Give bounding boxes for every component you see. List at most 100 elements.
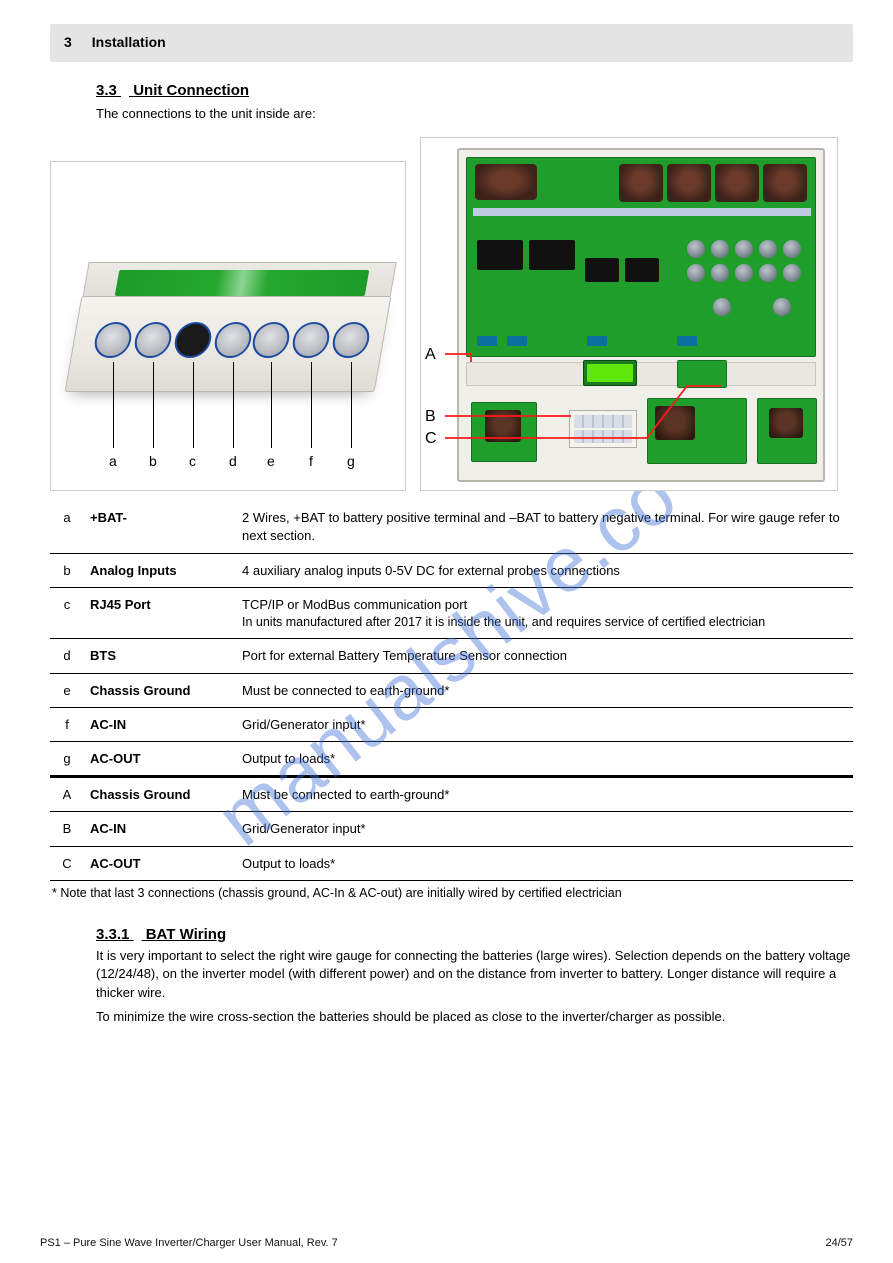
connections-table: a+BAT-2 Wires, +BAT to battery positive …: [50, 501, 853, 881]
label-c: c: [189, 452, 196, 472]
row-key: d: [50, 639, 84, 673]
row-name: Analog Inputs: [84, 553, 236, 587]
label-B: B: [425, 406, 436, 428]
transformer-icon: [475, 164, 537, 200]
capacitor-icon: [711, 240, 729, 258]
row-key: C: [50, 846, 84, 880]
row-desc: Must be connected to earth-ground*: [236, 673, 853, 707]
subsection-name: BAT Wiring: [146, 926, 226, 943]
capacitor-icon: [687, 264, 705, 282]
row-desc: TCP/IP or ModBus communication portIn un…: [236, 587, 853, 639]
terminal-strip: [569, 410, 637, 448]
lcd-module-icon: [583, 360, 637, 386]
subsection-num: 3.3.1: [96, 926, 129, 943]
label-A: A: [425, 344, 436, 366]
capacitor-icon: [783, 264, 801, 282]
table-row: BAC-INGrid/Generator input*: [50, 812, 853, 846]
toroid-icon: [485, 410, 521, 442]
bat-wiring-para-2: To minimize the wire cross-section the b…: [96, 1008, 853, 1026]
bat-wiring-para-1: It is very important to select the right…: [96, 947, 853, 1002]
label-C: C: [425, 428, 437, 450]
row-name: AC-OUT: [84, 742, 236, 776]
row-key: B: [50, 812, 84, 846]
table-row: a+BAT-2 Wires, +BAT to battery positive …: [50, 501, 853, 553]
chip-icon: [585, 258, 619, 282]
row-name: +BAT-: [84, 501, 236, 553]
row-desc: Grid/Generator input*: [236, 707, 853, 741]
footer-left: PS1 – Pure Sine Wave Inverter/Charger Us…: [40, 1236, 338, 1251]
row-key: f: [50, 707, 84, 741]
footer-right: 24/57: [825, 1236, 853, 1251]
row-sub: In units manufactured after 2017 it is i…: [242, 614, 847, 632]
table-row: CAC-OUTOutput to loads*: [50, 846, 853, 880]
page-header: 3 Installation: [50, 24, 853, 62]
label-d: d: [229, 452, 237, 472]
section-name: Unit Connection: [133, 82, 249, 99]
section-num: 3.3: [96, 82, 117, 99]
figures-row: a b c d e f g: [50, 137, 853, 491]
daughter-board-icon: [677, 360, 727, 388]
table-row: dBTSPort for external Battery Temperatur…: [50, 639, 853, 673]
row-key: A: [50, 777, 84, 812]
row-key: b: [50, 553, 84, 587]
label-f: f: [309, 452, 313, 472]
label-e: e: [267, 452, 275, 472]
chip-icon: [477, 240, 523, 270]
row-name: RJ45 Port: [84, 587, 236, 639]
chip-icon: [529, 240, 575, 270]
transformer-icon: [715, 164, 759, 202]
leader-f: [311, 362, 312, 448]
capacitor-icon: [735, 264, 753, 282]
table-row: bAnalog Inputs4 auxiliary analog inputs …: [50, 553, 853, 587]
row-desc: Output to loads*: [236, 742, 853, 776]
capacitor-icon: [711, 264, 729, 282]
row-desc: Port for external Battery Temperature Se…: [236, 639, 853, 673]
table-row: eChassis GroundMust be connected to eart…: [50, 673, 853, 707]
label-g: g: [347, 452, 355, 472]
pcb-main: [466, 157, 816, 357]
transformer-icon: [619, 164, 663, 202]
row-name: AC-IN: [84, 812, 236, 846]
transformer-icon: [763, 164, 807, 202]
label-b: b: [149, 452, 157, 472]
capacitor-icon: [759, 240, 777, 258]
leader-a: [113, 362, 114, 448]
leader-b: [153, 362, 154, 448]
section-3-3-1-title: 3.3.1 BAT Wiring: [96, 924, 853, 945]
leader-d: [233, 362, 234, 448]
row-desc: 2 Wires, +BAT to battery positive termin…: [236, 501, 853, 553]
capacitor-icon: [687, 240, 705, 258]
figure-front-panel: a b c d e f g: [50, 161, 406, 491]
row-key: e: [50, 673, 84, 707]
terminal-block-icon: [477, 336, 497, 346]
terminal-block-icon: [507, 336, 527, 346]
label-a: a: [109, 452, 117, 472]
leader-e: [271, 362, 272, 448]
heatsink-icon: [473, 208, 811, 216]
table-row: fAC-INGrid/Generator input*: [50, 707, 853, 741]
pcb-edge: [115, 270, 370, 296]
row-key: c: [50, 587, 84, 639]
table-row: AChassis GroundMust be connected to eart…: [50, 777, 853, 812]
row-key: a: [50, 501, 84, 553]
capacitor-icon: [783, 240, 801, 258]
capacitor-icon: [713, 298, 731, 316]
row-name: Chassis Ground: [84, 673, 236, 707]
enclosure-2d: [457, 148, 825, 482]
row-desc: Must be connected to earth-ground*: [236, 777, 853, 812]
intro-text: The connections to the unit inside are:: [96, 105, 853, 123]
capacitor-icon: [735, 240, 753, 258]
page-footer: PS1 – Pure Sine Wave Inverter/Charger Us…: [40, 1236, 853, 1251]
toroid-icon: [769, 408, 803, 438]
leader-c: [193, 362, 194, 448]
table-row: cRJ45 PortTCP/IP or ModBus communication…: [50, 587, 853, 639]
capacitor-icon: [759, 264, 777, 282]
chapter-number: 3: [64, 33, 72, 53]
row-name: Chassis Ground: [84, 777, 236, 812]
row-name: AC-OUT: [84, 846, 236, 880]
capacitor-icon: [773, 298, 791, 316]
section-3-3-title: 3.3 Unit Connection: [96, 80, 853, 101]
figure-top-view: A B C: [420, 137, 838, 491]
chip-icon: [625, 258, 659, 282]
row-desc: Output to loads*: [236, 846, 853, 880]
